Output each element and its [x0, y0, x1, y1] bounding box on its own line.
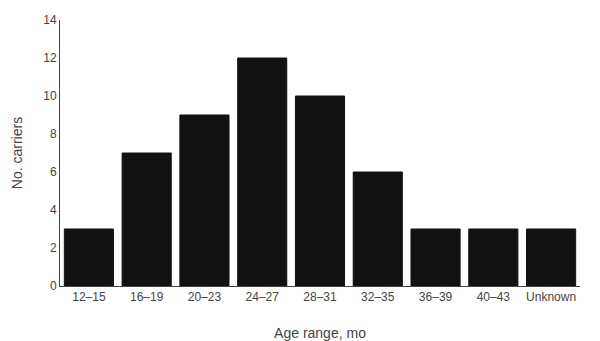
- svg-text:20–23: 20–23: [188, 290, 222, 304]
- svg-text:No. carriers: No. carriers: [9, 117, 25, 189]
- svg-text:6: 6: [50, 165, 57, 179]
- svg-text:2: 2: [50, 241, 57, 255]
- svg-text:4: 4: [50, 203, 57, 217]
- svg-text:36–39: 36–39: [419, 290, 453, 304]
- svg-text:28–31: 28–31: [303, 290, 337, 304]
- svg-text:Age range, mo: Age range, mo: [274, 325, 366, 341]
- svg-text:12: 12: [43, 51, 57, 65]
- svg-text:8: 8: [50, 127, 57, 141]
- svg-text:0: 0: [50, 279, 57, 293]
- svg-text:16–19: 16–19: [130, 290, 164, 304]
- svg-text:12–15: 12–15: [72, 290, 106, 304]
- svg-text:Unknown: Unknown: [526, 290, 576, 304]
- svg-text:10: 10: [43, 89, 57, 103]
- svg-text:32–35: 32–35: [361, 290, 395, 304]
- svg-text:24–27: 24–27: [246, 290, 280, 304]
- svg-text:14: 14: [43, 13, 57, 27]
- svg-text:40–43: 40–43: [477, 290, 511, 304]
